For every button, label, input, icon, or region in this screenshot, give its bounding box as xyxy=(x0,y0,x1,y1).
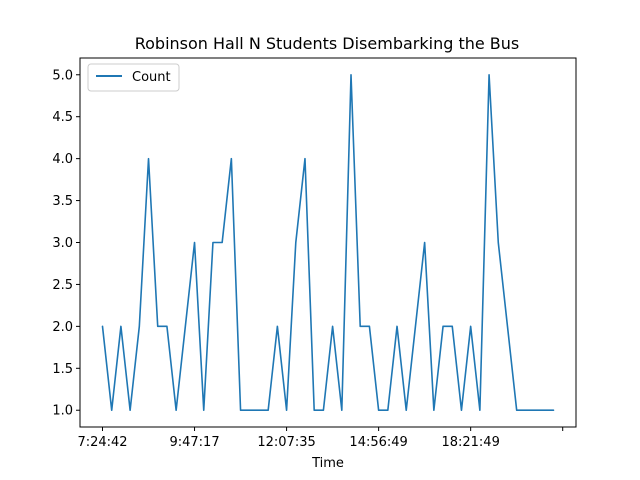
chart-title: Robinson Hall N Students Disembarking th… xyxy=(135,34,520,53)
data-point xyxy=(147,157,149,159)
data-point xyxy=(175,409,177,411)
y-tick-label: 2.0 xyxy=(52,320,73,335)
series-layer xyxy=(101,73,555,412)
x-tick-label: 14:56:49 xyxy=(349,435,407,450)
y-tick-label: 3.0 xyxy=(52,236,73,251)
data-point xyxy=(515,409,517,411)
data-point xyxy=(479,409,481,411)
data-point xyxy=(488,74,490,76)
x-tick-label: 18:21:49 xyxy=(441,435,499,450)
data-point xyxy=(193,241,195,243)
x-axis: 7:24:42 9:47:17 12:07:35 14:56:49 18:21:49 xyxy=(77,427,564,450)
data-point xyxy=(433,409,435,411)
data-point xyxy=(157,325,159,327)
data-point xyxy=(442,325,444,327)
y-tick-label: 1.5 xyxy=(52,362,73,377)
data-point xyxy=(322,409,324,411)
y-tick-label: 3.5 xyxy=(52,194,73,209)
data-point xyxy=(414,325,416,327)
data-point xyxy=(221,241,223,243)
data-point xyxy=(552,409,554,411)
data-point xyxy=(451,325,453,327)
data-point xyxy=(101,325,103,327)
data-point xyxy=(239,409,241,411)
data-point xyxy=(138,325,140,327)
data-point xyxy=(313,409,315,411)
legend-box xyxy=(87,63,180,92)
y-tick-label: 5.0 xyxy=(52,68,73,83)
data-point xyxy=(525,409,527,411)
x-axis-label: Time xyxy=(311,456,344,471)
data-point xyxy=(129,409,131,411)
y-axis: 1.0 1.5 2.0 2.5 3.0 3.5 4.0 4.5 5.0 xyxy=(52,68,80,419)
data-point xyxy=(230,157,232,159)
series-line-count xyxy=(101,73,555,412)
data-point xyxy=(341,409,343,411)
x-tick-label: 7:24:42 xyxy=(77,435,127,450)
data-point xyxy=(249,409,251,411)
data-point xyxy=(120,325,122,327)
data-point xyxy=(506,325,508,327)
data-point xyxy=(203,409,205,411)
y-tick-label: 4.5 xyxy=(52,110,73,125)
y-tick-label: 1.0 xyxy=(52,404,73,419)
data-point xyxy=(258,409,260,411)
data-point xyxy=(276,325,278,327)
data-point xyxy=(387,409,389,411)
data-point xyxy=(331,325,333,327)
data-point xyxy=(111,409,113,411)
data-point xyxy=(405,409,407,411)
data-point xyxy=(285,409,287,411)
legend-label-count: Count xyxy=(132,70,171,85)
data-point xyxy=(423,241,425,243)
data-point xyxy=(543,409,545,411)
data-point xyxy=(534,409,536,411)
x-tick-label: 9:47:17 xyxy=(169,435,219,450)
data-point xyxy=(350,74,352,76)
legend: Count xyxy=(87,63,180,92)
data-point xyxy=(304,157,306,159)
y-tick-label: 4.0 xyxy=(52,152,73,167)
data-point xyxy=(469,325,471,327)
data-point xyxy=(184,325,186,327)
data-point xyxy=(295,241,297,243)
data-point xyxy=(267,409,269,411)
data-point xyxy=(359,325,361,327)
data-point xyxy=(377,409,379,411)
data-point xyxy=(368,325,370,327)
data-point xyxy=(460,409,462,411)
data-point xyxy=(166,325,168,327)
x-tick-label: 12:07:35 xyxy=(257,435,315,450)
data-point xyxy=(396,325,398,327)
data-point xyxy=(212,241,214,243)
data-point xyxy=(497,241,499,243)
y-tick-label: 2.5 xyxy=(52,278,73,293)
